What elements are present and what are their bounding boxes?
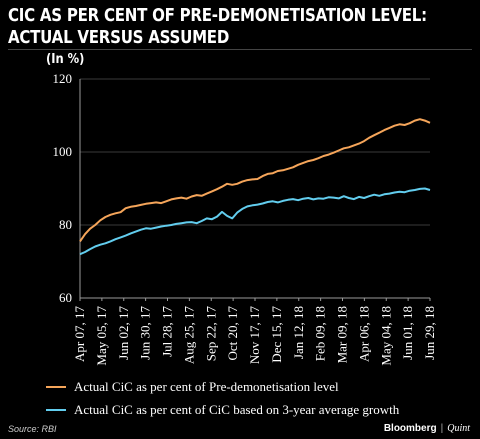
x-tick-label-13: Apr 06, 18 <box>356 306 371 362</box>
chart-title-line-1: CIC AS PER CENT OF PRE-DEMONETISATION LE… <box>8 6 427 26</box>
legend-label-actual-cic: Actual CiC as per cent of Pre-demonetisa… <box>74 379 339 394</box>
brand-quint: Quint <box>447 423 470 434</box>
x-tick-label-4: Jul 28, 17 <box>160 306 175 357</box>
brand-separator: | <box>440 423 444 434</box>
chart-title: CIC AS PER CENT OF PRE-DEMONETISATION LE… <box>8 5 427 49</box>
y-axis-tick-labels: 60 80 100 120 <box>53 71 73 305</box>
x-tick-label-6: Sep 22, 17 <box>203 306 218 362</box>
chart-series-lines <box>79 118 431 256</box>
brand-bloomberg: Bloomberg <box>383 423 437 434</box>
x-tick-label-1: May 05, 17 <box>94 306 109 366</box>
y-axis-unit-label: (In %) <box>46 51 85 67</box>
x-tick-label-15: Jun 01, 18 <box>400 306 415 360</box>
x-tick-label-7: Oct 20, 17 <box>225 306 240 361</box>
chart-title-line-2: ACTUAL VERSUS ASSUMED <box>8 28 230 48</box>
x-tick-label-12: Mar 09, 18 <box>335 306 350 363</box>
source-note: Source: RBI <box>8 424 57 434</box>
x-tick-label-9: Dec 15, 17 <box>269 306 284 363</box>
x-tick-label-10: Jan 12, 18 <box>291 306 306 359</box>
brand-logo: Bloomberg | Quint <box>384 423 470 434</box>
y-tick-label-80: 80 <box>59 217 72 232</box>
chart-axes <box>79 79 431 301</box>
x-axis-tick-labels: Apr 07, 17 May 05, 17 Jun 02, 17 Jun 30, 17… <box>72 306 437 366</box>
legend-item-3yr-growth: Actual CiC as per cent of CiC based on 3… <box>46 402 399 418</box>
x-tick-label-5: Aug 25, 17 <box>181 306 196 365</box>
x-tick-label-14: May 04, 18 <box>378 306 393 366</box>
x-tick-label-3: Jun 30, 17 <box>138 306 153 360</box>
x-tick-label-0: Apr 07, 17 <box>72 306 87 362</box>
series-line-actual-cic <box>79 118 431 242</box>
y-tick-label-100: 100 <box>53 144 73 159</box>
x-tick-label-16: Jun 29, 18 <box>422 306 437 360</box>
legend-swatch-orange <box>46 386 66 388</box>
x-tick-label-8: Nov 17, 17 <box>247 306 262 365</box>
y-tick-label-120: 120 <box>53 71 73 86</box>
legend-swatch-blue <box>46 409 66 411</box>
y-tick-label-60: 60 <box>59 290 72 305</box>
chart-gridlines <box>80 78 430 226</box>
x-tick-label-2: Jun 02, 17 <box>116 306 131 360</box>
x-tick-label-11: Feb 09, 18 <box>313 306 328 361</box>
series-line-three-year-growth <box>79 187 431 256</box>
title-divider <box>8 49 472 50</box>
legend-label-3yr-growth: Actual CiC as per cent of CiC based on 3… <box>74 402 400 417</box>
legend-item-actual-cic: Actual CiC as per cent of Pre-demonetisa… <box>46 379 339 395</box>
